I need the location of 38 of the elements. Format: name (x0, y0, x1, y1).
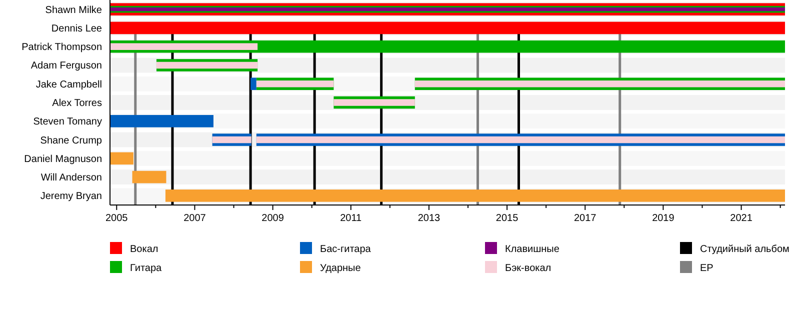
y-tick-label: Will Anderson (40, 172, 102, 184)
legend-label: Бэк-вокал (505, 263, 552, 274)
bar (156, 62, 258, 69)
y-tick-label: Adam Ferguson (30, 60, 102, 72)
x-tick-label: 2011 (340, 213, 362, 224)
legend-label: Гитара (130, 263, 162, 274)
y-tick-label: Jeremy Bryan (40, 191, 102, 202)
legend-label: Клавишные (505, 244, 560, 255)
legend-label: Вокал (130, 244, 158, 255)
bar (110, 152, 134, 165)
bar (132, 170, 166, 184)
bar (414, 80, 785, 88)
bar (110, 43, 258, 50)
legend-label: Бас-гитара (320, 244, 372, 255)
y-tick-label: Daniel Magnuson (24, 154, 102, 165)
bar (212, 136, 252, 144)
bar (334, 99, 415, 106)
legend-label: EP (700, 263, 714, 274)
y-tick-label: Alex Torres (52, 98, 102, 109)
x-tick-label: 2021 (730, 213, 753, 224)
y-tick-label: Patrick Thompson (22, 42, 102, 54)
y-tick-label: Dennis Lee (51, 23, 102, 34)
y-tick-label: Jake Campbell (36, 79, 102, 90)
x-tick-label: 2013 (418, 213, 441, 224)
legend-label: Студийный альбом (700, 244, 790, 255)
legend-label: Ударные (320, 263, 362, 274)
x-tick-label: 2005 (106, 213, 128, 224)
bar (256, 80, 334, 88)
x-tick-label: 2019 (652, 213, 675, 224)
y-tick-label: Shawn Milke (45, 4, 102, 16)
x-tick-label: 2017 (574, 213, 597, 224)
bar (250, 78, 256, 90)
y-tick-label: Shane Crump (40, 135, 102, 146)
x-tick-label: 2009 (262, 213, 284, 224)
y-tick-label: Steven Tomany (33, 116, 102, 128)
bar (110, 114, 214, 128)
x-tick-label: 2007 (184, 213, 206, 224)
x-tick-label: 2015 (496, 213, 519, 224)
